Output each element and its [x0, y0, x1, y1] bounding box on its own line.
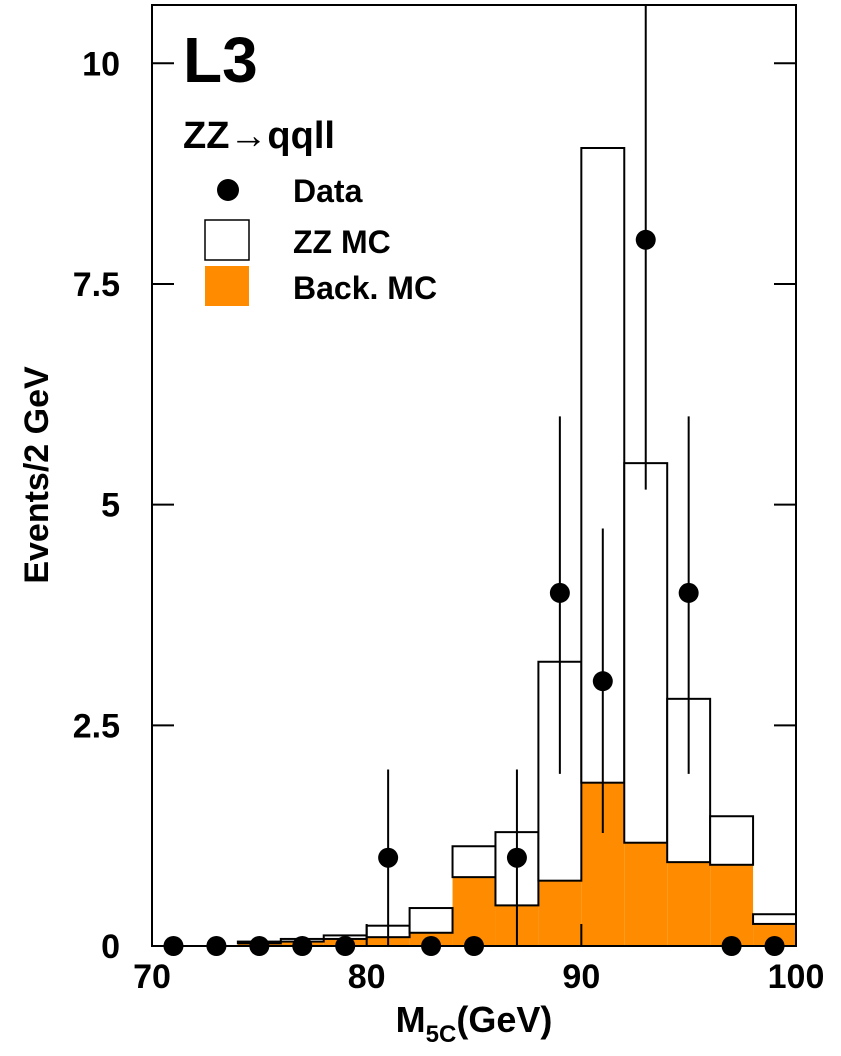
x-axis-subscript: 5C: [426, 1021, 457, 1048]
histogram-bar: [452, 877, 496, 946]
histogram-bar: [667, 862, 711, 946]
y-tick-label: 2.5: [73, 707, 120, 745]
y-tick-label: 10: [82, 45, 120, 83]
y-tick-label: 5: [101, 487, 120, 525]
x-tick-label: 70: [133, 958, 171, 996]
legend-label: Back. MC: [293, 270, 437, 306]
legend-label: ZZ MC: [293, 224, 391, 260]
y-axis-title: Events/2 GeV: [18, 366, 56, 584]
data-point: [506, 847, 527, 868]
plot-frame: [151, 4, 797, 947]
histogram-bar: [752, 913, 797, 925]
data-point: [678, 582, 699, 603]
x-tick-label: 90: [562, 958, 600, 996]
legend-marker: [217, 179, 239, 201]
histogram-bar: [451, 845, 497, 879]
y-tick-label: 0: [101, 928, 120, 966]
histogram-bar: [753, 923, 796, 946]
legend-swatch: [204, 219, 250, 261]
legend-label: Data: [293, 173, 363, 209]
legend: Data ZZ MC Back. MC: [204, 173, 437, 306]
legend-swatch: [205, 266, 249, 306]
x-tick-label: 100: [768, 958, 825, 996]
data-point: [549, 582, 570, 603]
histogram-bar: [709, 815, 755, 866]
histogram-bar: [408, 907, 454, 934]
data-point: [378, 847, 399, 868]
histogram-bar: [623, 462, 669, 844]
histogram-bar: [624, 842, 668, 946]
x-axis-unit: (GeV): [456, 999, 552, 1040]
channel-label: ZZ→qqll: [183, 115, 335, 157]
experiment-label: L3: [183, 24, 258, 96]
y-tick-label: 7.5: [73, 266, 120, 304]
histogram-bar: [538, 880, 582, 946]
x-axis-symbol: M: [396, 999, 426, 1040]
data-point: [592, 671, 613, 692]
histogram-bar: [710, 864, 754, 946]
x-tick-label: 80: [348, 958, 386, 996]
x-axis-title: M5C(GeV): [396, 999, 553, 1048]
data-point: [635, 229, 656, 250]
